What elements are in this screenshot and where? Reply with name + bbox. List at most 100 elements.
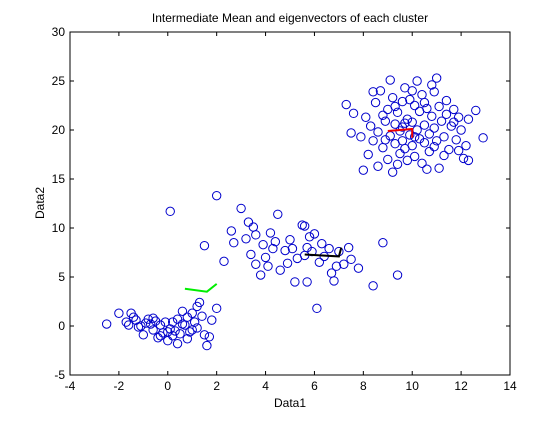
data-point [429,123,439,133]
data-point [343,242,354,253]
data-point [302,277,312,287]
data-point [114,308,124,318]
data-point [449,117,459,127]
data-point [211,303,222,314]
x-tick-label: 0 [164,379,171,393]
data-point [373,127,383,137]
data-point [387,167,398,177]
data-point [287,243,298,254]
data-point [246,249,256,260]
data-point [197,311,207,321]
data-point [170,326,180,336]
data-point [160,317,171,327]
data-point [251,230,261,240]
data-point [273,209,283,219]
data-point [370,97,381,108]
data-points [101,73,488,351]
data-point [368,136,378,146]
data-point [331,261,342,271]
data-point [192,301,202,312]
data-point [431,136,442,146]
data-point [165,324,175,334]
data-point [407,117,417,127]
data-point [392,270,403,280]
data-point [312,303,322,314]
y-tick-label: 15 [52,172,66,186]
data-point [258,239,268,250]
data-point [439,150,449,161]
axis-ticks: -4 -2 0 2 4 6 8 10 12 14 -5 0 5 10 15 20 25 30 [52,25,517,393]
data-point [226,226,237,236]
data-point [148,325,158,335]
data-point [121,317,131,327]
data-point [380,116,391,126]
data-point [204,332,215,342]
x-axis-label: Data1 [274,396,306,410]
data-point [383,154,393,165]
data-point [471,105,481,116]
data-point [236,203,246,214]
data-point [255,270,266,280]
data-point [309,229,320,239]
data-point [458,153,469,164]
data-point [373,161,383,171]
eigenvector-line [387,127,414,138]
plot-area [69,31,511,376]
x-tick-label: 8 [360,379,367,393]
data-point [187,325,197,335]
data-point [397,136,408,146]
data-point [400,118,410,128]
data-point [285,235,295,245]
data-point [136,321,146,331]
data-point [199,330,210,340]
data-point [199,240,210,251]
data-point [268,243,278,254]
y-tick-label: -5 [54,368,65,382]
data-point [409,151,420,162]
x-tick-label: 2 [213,379,220,393]
y-tick-label: 25 [52,74,66,88]
data-point [182,334,193,344]
eigenvector-lines [184,127,414,293]
data-point [128,312,139,322]
data-point [348,108,359,119]
data-point [172,314,183,324]
data-point [275,265,285,275]
data-point [158,328,168,338]
data-point [229,238,239,248]
data-point [361,112,371,122]
data-point [145,319,156,329]
data-point [424,146,435,157]
data-point [378,238,388,248]
data-point [407,140,417,151]
data-point [202,340,212,351]
data-point [353,263,364,273]
data-point [402,155,413,166]
data-point [324,243,334,254]
data-point [422,103,432,114]
data-point [363,149,373,160]
data-point [265,228,276,238]
data-point [451,135,461,145]
y-tick-label: 30 [52,25,66,39]
data-point [368,281,378,291]
data-point [405,94,415,105]
data-point [453,112,464,122]
data-point [163,327,173,337]
data-point [270,237,281,247]
x-tick-label: -2 [114,379,125,393]
data-point [123,320,134,330]
data-point [358,165,369,175]
data-point [148,313,158,323]
data-point [172,338,183,349]
data-point [463,155,474,166]
data-point [241,234,251,244]
data-point [436,116,447,126]
data-point [299,221,310,231]
eigenvector-line [184,283,218,293]
data-point [412,76,422,86]
data-point [155,331,166,341]
data-point [419,120,430,130]
